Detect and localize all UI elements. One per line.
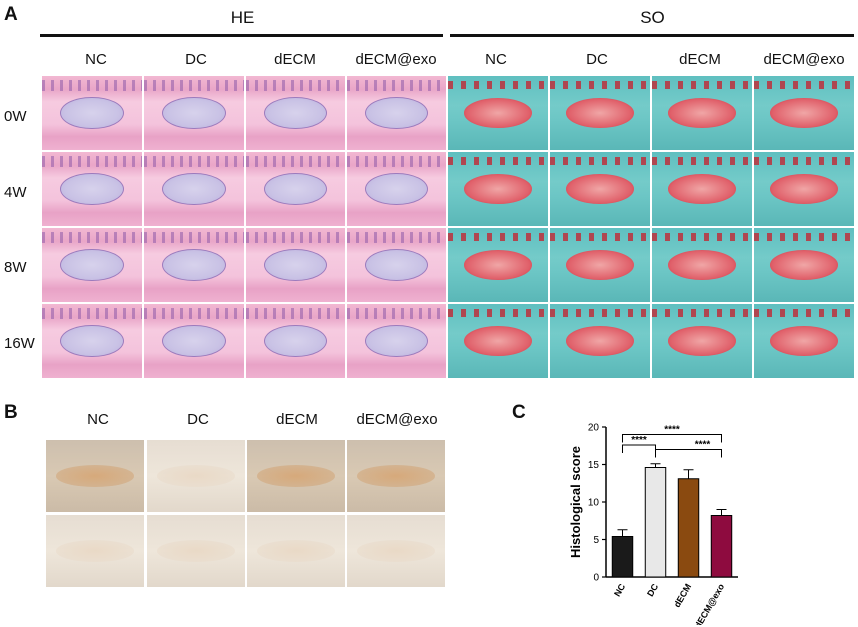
row-label-4w: 4W xyxy=(4,184,27,201)
micrograph-he-decm-8w xyxy=(246,228,345,302)
significance-bracket xyxy=(622,444,656,453)
micrograph-so-dc-0w xyxy=(550,76,650,150)
x-tick-label: dECM xyxy=(672,582,693,609)
col-label-so-dc: DC xyxy=(586,51,608,68)
y-axis-label: Histological score xyxy=(568,446,583,558)
col-label-he-nc: NC xyxy=(85,51,107,68)
micrograph-so-decm-exo-4w xyxy=(754,152,854,226)
x-tick-label: dECM@exo xyxy=(693,582,727,625)
y-tick-label: 5 xyxy=(593,535,599,546)
micrograph-he-dc-4w xyxy=(144,152,244,226)
y-tick-label: 15 xyxy=(588,460,600,471)
col-label-b-dc: DC xyxy=(187,411,209,428)
micrograph-he-nc-8w xyxy=(42,228,142,302)
panel-c-label: C xyxy=(512,402,526,423)
ihc-micrograph-nc-row2 xyxy=(46,515,144,587)
bar xyxy=(611,536,634,578)
micrograph-so-dc-4w xyxy=(550,152,650,226)
micrograph-so-nc-0w xyxy=(448,76,548,150)
significance-label: **** xyxy=(695,440,711,451)
col-label-he-dc: DC xyxy=(185,51,207,68)
significance-label: **** xyxy=(631,435,647,446)
ihc-micrograph-decm-row1 xyxy=(247,440,345,512)
he-underline xyxy=(40,34,443,37)
y-tick-label: 0 xyxy=(593,573,599,584)
panel-a-label: A xyxy=(4,4,18,25)
x-tick-label: DC xyxy=(645,582,660,599)
micrograph-so-dc-8w xyxy=(550,228,650,302)
micrograph-so-decm-exo-8w xyxy=(754,228,854,302)
ihc-micrograph-decm-row2 xyxy=(247,515,345,587)
micrograph-so-decm-16w xyxy=(652,304,752,378)
micrograph-he-dc-8w xyxy=(144,228,244,302)
micrograph-he-decm-exo-0w xyxy=(347,76,446,150)
micrograph-he-decm-exo-8w xyxy=(347,228,446,302)
so-header: SO xyxy=(640,8,665,27)
y-tick-label: 20 xyxy=(588,423,600,434)
significance-bracket xyxy=(655,449,722,458)
micrograph-he-dc-16w xyxy=(144,304,244,378)
micrograph-so-decm-8w xyxy=(652,228,752,302)
micrograph-so-decm-4w xyxy=(652,152,752,226)
col-label-b-nc: NC xyxy=(87,411,109,428)
bar xyxy=(710,515,733,578)
micrograph-so-decm-0w xyxy=(652,76,752,150)
x-tick-label: NC xyxy=(612,582,627,599)
micrograph-he-decm-exo-16w xyxy=(347,304,446,378)
micrograph-so-nc-8w xyxy=(448,228,548,302)
micrograph-so-dc-16w xyxy=(550,304,650,378)
significance-label: **** xyxy=(664,425,680,436)
ihc-micrograph-decm-exo-row1 xyxy=(347,440,445,512)
col-label-b-decm: dECM xyxy=(276,411,318,428)
micrograph-so-decm-exo-16w xyxy=(754,304,854,378)
micrograph-he-nc-0w xyxy=(42,76,142,150)
micrograph-he-decm-16w xyxy=(246,304,345,378)
row-label-0w: 0W xyxy=(4,108,27,125)
col-label-so-decm: dECM xyxy=(679,51,721,68)
ihc-micrograph-nc-row1 xyxy=(46,440,144,512)
he-header: HE xyxy=(230,8,255,27)
micrograph-he-nc-4w xyxy=(42,152,142,226)
micrograph-he-dc-0w xyxy=(144,76,244,150)
panel-b-label: B xyxy=(4,402,18,423)
row-label-16w: 16W xyxy=(4,335,35,352)
micrograph-he-nc-16w xyxy=(42,304,142,378)
col-label-b-decm-exo: dECM@exo xyxy=(356,411,438,428)
ihc-micrograph-dc-row1 xyxy=(147,440,245,512)
micrograph-he-decm-0w xyxy=(246,76,345,150)
col-label-he-decm: dECM xyxy=(274,51,316,68)
histological-score-chart: 0 5 10 15 20 Histological score NC DC dECM dECM@e… xyxy=(568,423,738,625)
bar xyxy=(677,478,700,578)
ihc-micrograph-dc-row2 xyxy=(147,515,245,587)
micrograph-he-decm-exo-4w xyxy=(347,152,446,226)
row-label-8w: 8W xyxy=(4,259,27,276)
col-label-he-decm-exo: dECM@exo xyxy=(355,51,437,68)
ihc-micrograph-decm-exo-row2 xyxy=(347,515,445,587)
micrograph-so-decm-exo-0w xyxy=(754,76,854,150)
col-label-so-nc: NC xyxy=(485,51,507,68)
bar xyxy=(644,467,667,578)
col-label-so-decm-exo: dECM@exo xyxy=(763,51,845,68)
micrograph-so-nc-16w xyxy=(448,304,548,378)
micrograph-so-nc-4w xyxy=(448,152,548,226)
micrograph-he-decm-4w xyxy=(246,152,345,226)
y-tick-label: 10 xyxy=(588,498,600,509)
so-underline xyxy=(450,34,854,37)
significance-bracket xyxy=(622,434,722,443)
